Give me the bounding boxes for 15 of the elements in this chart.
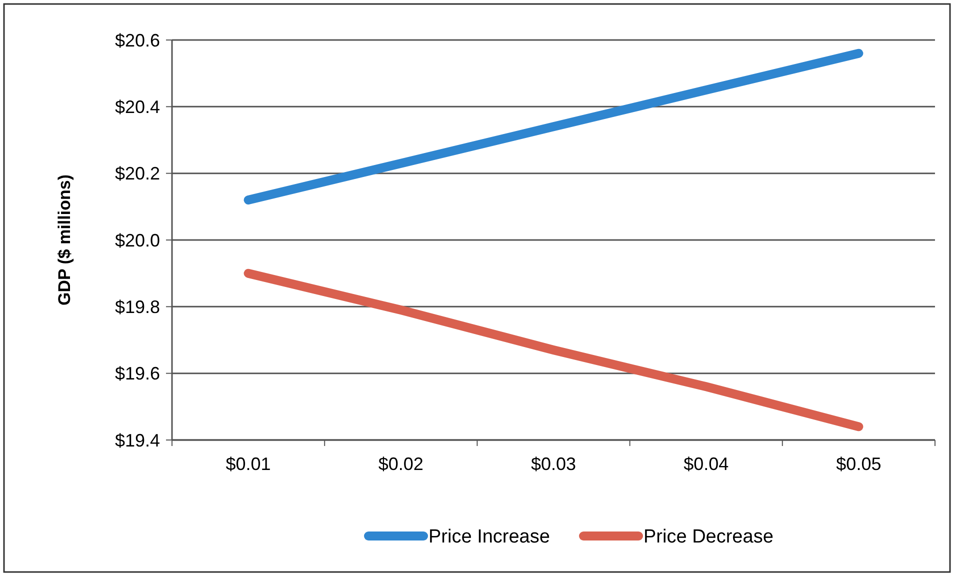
y-tick-label: $19.4 bbox=[114, 430, 160, 450]
y-axis-title: GDP ($ millions) bbox=[55, 174, 74, 306]
x-tick-label: $0.03 bbox=[530, 454, 576, 474]
y-tick-label: $19.8 bbox=[114, 296, 160, 317]
x-tick-label: $0.01 bbox=[226, 454, 271, 474]
legend-label: Price Decrease bbox=[644, 526, 774, 548]
y-tick-label: $20.0 bbox=[114, 230, 160, 250]
x-tick-label: $0.04 bbox=[684, 454, 729, 474]
y-tick-label: $20.2 bbox=[114, 164, 160, 184]
x-tick-label: $0.02 bbox=[378, 454, 424, 474]
y-tick-label: $20.4 bbox=[114, 96, 160, 117]
y-tick-label: $19.6 bbox=[114, 364, 160, 384]
x-tick-label: $0.05 bbox=[836, 454, 882, 474]
y-tick-label: $20.6 bbox=[114, 30, 160, 50]
legend-label: Price Increase bbox=[428, 526, 550, 548]
